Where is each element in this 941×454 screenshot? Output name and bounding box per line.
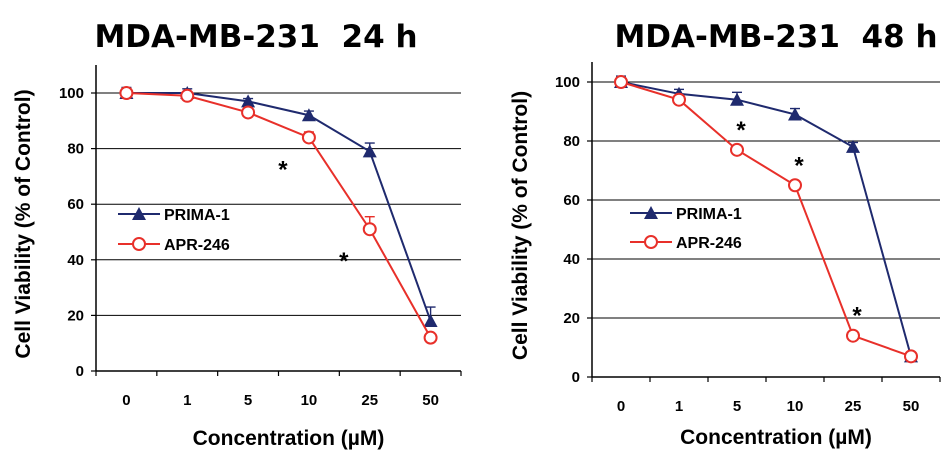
x-tick-label: 25 xyxy=(845,398,862,415)
legend-label: APR-246 xyxy=(164,237,230,254)
chart-title: MDA-MB-231 48 h xyxy=(614,19,937,55)
y-tick-label: 40 xyxy=(67,252,84,269)
series-line xyxy=(126,92,432,339)
data-point xyxy=(730,92,744,106)
legend-label: PRIMA-1 xyxy=(164,207,230,224)
x-tick-label: 25 xyxy=(361,392,378,409)
data-point xyxy=(119,86,134,100)
y-tick-label: 0 xyxy=(76,363,84,380)
legend-marker xyxy=(132,237,146,251)
data-point xyxy=(180,88,195,103)
x-tick-label: 0 xyxy=(617,398,625,415)
x-axis-label: Concentration (µM) xyxy=(193,427,385,450)
significance-marker: * xyxy=(736,117,746,144)
data-point xyxy=(614,75,628,89)
y-axis-label: Cell Viability (% of Control) xyxy=(509,91,532,360)
x-tick-label: 1 xyxy=(183,392,191,409)
legend-marker xyxy=(644,206,658,219)
data-point xyxy=(846,139,860,153)
significance-marker: * xyxy=(278,156,288,183)
y-tick-label: 80 xyxy=(67,141,84,158)
chart-title: MDA-MB-231 24 h xyxy=(94,19,417,55)
data-point xyxy=(423,313,438,327)
data-point xyxy=(846,328,860,343)
y-tick-label: 100 xyxy=(59,85,84,102)
y-tick-label: 20 xyxy=(563,310,580,327)
y-tick-label: 80 xyxy=(563,133,580,150)
data-point xyxy=(301,130,316,145)
series-line xyxy=(620,81,912,358)
series-apr-246 xyxy=(119,86,438,345)
x-tick-label: 10 xyxy=(787,398,804,415)
data-point xyxy=(241,105,256,120)
chart-panel-1: MDA-MB-231 24 h 0 20 40 60 80 100 0 1 5 10 25 50 Conc… xyxy=(12,19,462,450)
data-point xyxy=(301,108,316,122)
legend-marker xyxy=(644,235,658,249)
legend-label: APR-246 xyxy=(676,235,742,252)
legend: PRIMA-1 APR-246 xyxy=(630,206,742,252)
data-point xyxy=(362,222,377,237)
x-tick-label: 1 xyxy=(675,398,683,415)
significance-marker: * xyxy=(339,248,349,275)
y-tick-label: 40 xyxy=(563,251,580,268)
data-point xyxy=(672,92,686,107)
x-tick-label: 10 xyxy=(301,392,318,409)
data-point xyxy=(788,178,802,193)
y-tick-label: 60 xyxy=(67,196,84,213)
x-tick-label: 5 xyxy=(244,392,252,409)
y-tick-label: 0 xyxy=(572,369,580,386)
x-tick-label: 50 xyxy=(422,392,439,409)
legend-label: PRIMA-1 xyxy=(676,206,742,223)
y-axis-label: Cell Viability (% of Control) xyxy=(12,89,35,358)
significance-marker: * xyxy=(852,303,862,330)
legend-marker xyxy=(132,207,146,220)
x-axis-label: Concentration (µM) xyxy=(680,426,872,449)
x-tick-label: 0 xyxy=(122,392,130,409)
chart-panel-2: MDA-MB-231 48 h 0 20 40 60 80 100 0 1 5 10 25 50 Conc… xyxy=(509,19,941,449)
y-tick-label: 100 xyxy=(555,74,580,91)
significance-marker: * xyxy=(794,152,804,179)
x-tick-label: 50 xyxy=(903,398,920,415)
data-point xyxy=(904,349,918,364)
data-point xyxy=(362,144,377,158)
y-tick-label: 60 xyxy=(563,192,580,209)
series-line xyxy=(126,92,432,322)
y-tick-label: 20 xyxy=(67,307,84,324)
series-apr-246 xyxy=(614,75,918,364)
data-point xyxy=(423,330,438,345)
x-tick-label: 5 xyxy=(733,398,741,415)
legend: PRIMA-1 APR-246 xyxy=(118,207,230,254)
data-point xyxy=(241,94,256,108)
data-point xyxy=(730,142,744,157)
series-line xyxy=(620,81,912,357)
data-point xyxy=(788,107,802,121)
series-prima-1 xyxy=(614,75,918,363)
